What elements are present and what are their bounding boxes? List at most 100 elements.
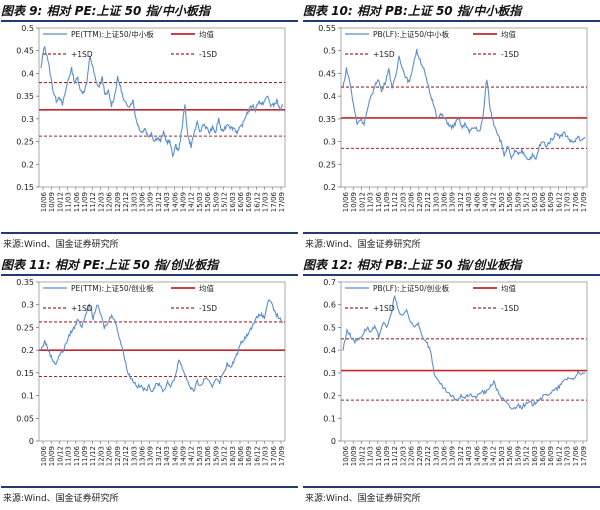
chart-title: 图表 11: 相对 PE:上证 50 指/创业板指 — [1, 256, 298, 276]
y-tick-label: 0.15 — [16, 183, 34, 192]
x-tick-label: 12/12 — [122, 446, 130, 466]
x-tick-label: 12/12 — [424, 192, 432, 212]
x-tick-label: 14/09 — [482, 446, 490, 466]
legend-label: -1SD — [199, 304, 217, 313]
chart-source: 来源:Wind、国金证券研究所 — [1, 232, 298, 254]
x-tick-label: 14/03 — [163, 192, 171, 212]
chart-svg: 0.15 0.2 0.25 0.3 0.35 0.4 0.45 0.5 10/06 10/09 10… — [16, 24, 286, 212]
chart-title: 图表 10: 相对 PB:上证 50 指/中小板指 — [303, 2, 600, 22]
x-tick-label: 17/03 — [564, 446, 572, 466]
legend-label: PE(TTM):上证50/创业板 — [71, 283, 154, 293]
x-tick-label: 13/12 — [155, 192, 163, 212]
x-tick-label: 13/03 — [130, 446, 138, 466]
x-tick-label: 12/09 — [114, 446, 122, 466]
x-tick-label: 12/12 — [424, 446, 432, 466]
x-tick-label: 15/09 — [514, 446, 522, 466]
x-tick-label: 15/06 — [506, 445, 514, 466]
x-tick-label: 16/06 — [539, 191, 547, 212]
x-tick-label: 13/12 — [457, 192, 465, 212]
series-line — [40, 45, 284, 158]
y-tick-label: 0.3 — [21, 301, 34, 310]
y-tick-label: 0.2 — [323, 183, 336, 192]
chart-panel-pb-sz50-gem: 图表 12: 相对 PB:上证 50 指/创业板指 0 0.1 0.2 0.3 0.4 0… — [303, 256, 600, 510]
legend-label: 均值 — [199, 283, 214, 293]
y-tick-label: 0.6 — [323, 301, 336, 310]
x-tick-label: 11/12 — [89, 446, 97, 466]
legend-label: -1SD — [501, 304, 519, 313]
x-tick-label: 16/09 — [245, 192, 253, 212]
x-tick-label: 13/06 — [138, 191, 146, 212]
x-tick-label: 11/03 — [65, 446, 73, 466]
x-tick-label: 11/09 — [81, 446, 89, 466]
x-tick-label: 12/09 — [416, 446, 424, 466]
x-tick-label: 16/06 — [237, 191, 245, 212]
y-tick-label: 0.1 — [21, 392, 34, 401]
y-tick-label: 0.25 — [16, 138, 34, 147]
x-tick-label: 17/06 — [270, 191, 278, 212]
x-tick-label: 16/03 — [531, 192, 539, 212]
x-tick-label: 16/06 — [237, 445, 245, 466]
x-tick-label: 14/09 — [180, 446, 188, 466]
x-tick-label: 14/12 — [188, 192, 196, 212]
x-tick-label: 10/06 — [342, 191, 350, 212]
x-tick-label: 13/03 — [432, 446, 440, 466]
x-tick-label: 11/03 — [65, 192, 73, 212]
legend-label: -1SD — [199, 50, 217, 59]
legend-label: -1SD — [501, 50, 519, 59]
legend: PE(TTM):上证50/创业板 均值 +1SD -1SD — [43, 283, 217, 313]
x-tick-label: 11/06 — [375, 445, 383, 466]
x-tick-label: 17/03 — [262, 192, 270, 212]
y-tick-label: 0.1 — [323, 414, 336, 423]
x-tick-label: 14/03 — [163, 446, 171, 466]
x-tick-label: 14/03 — [465, 446, 473, 466]
legend: PE(TTM):上证50/中小板 均值 +1SD -1SD — [43, 29, 217, 59]
x-tick-label: 11/06 — [73, 445, 81, 466]
x-tick-label: 13/06 — [440, 445, 448, 466]
y-tick-label: 0.2 — [21, 160, 34, 169]
y-tick-label: 0.2 — [21, 346, 34, 355]
y-tick-label: 0.25 — [16, 323, 34, 332]
x-tick-label: 17/06 — [270, 445, 278, 466]
x-tick-label: 10/12 — [56, 192, 64, 212]
x-tick-label: 12/06 — [408, 191, 416, 212]
plot-area — [340, 281, 588, 442]
x-tick-label: 15/12 — [221, 192, 229, 212]
x-tick-label: 12/03 — [399, 446, 407, 466]
x-tick-label: 13/12 — [457, 446, 465, 466]
x-tick-label: 16/09 — [547, 446, 555, 466]
y-tick-label: 0.05 — [16, 414, 34, 423]
x-tick-label: 11/12 — [391, 446, 399, 466]
plot-area — [340, 27, 588, 188]
y-tick-label: 0.3 — [323, 369, 336, 378]
y-tick-label: 0.55 — [318, 24, 336, 33]
x-tick-label: 14/12 — [490, 192, 498, 212]
x-tick-label: 17/09 — [580, 446, 588, 466]
x-tick-label: 17/09 — [580, 192, 588, 212]
legend-label: 均值 — [501, 29, 516, 39]
x-tick-label: 12/06 — [106, 191, 114, 212]
x-tick-label: 11/06 — [375, 191, 383, 212]
x-tick-label: 16/03 — [229, 446, 237, 466]
x-tick-label: 15/12 — [523, 192, 531, 212]
x-tick-label: 13/03 — [130, 192, 138, 212]
x-tick-label: 13/06 — [138, 445, 146, 466]
legend-label: 均值 — [501, 283, 516, 293]
x-tick-label: 11/09 — [81, 192, 89, 212]
x-tick-label: 11/12 — [89, 192, 97, 212]
x-tick-label: 17/09 — [278, 446, 286, 466]
y-tick-label: 0.35 — [16, 278, 34, 287]
x-tick-label: 13/09 — [147, 446, 155, 466]
y-tick-label: 0.3 — [21, 115, 34, 124]
y-tick-label: 0 — [331, 437, 336, 446]
x-tick-label: 13/12 — [155, 446, 163, 466]
chart-svg: 0.2 0.25 0.3 0.35 0.4 0.45 0.5 0.55 10/06 10/09 10… — [318, 24, 588, 212]
y-tick-label: 0.5 — [323, 47, 336, 56]
x-tick-label: 14/06 — [473, 191, 481, 212]
legend-label: PE(TTM):上证50/中小板 — [71, 29, 154, 39]
x-tick-label: 13/09 — [449, 192, 457, 212]
chart-title: 图表 12: 相对 PB:上证 50 指/创业板指 — [303, 256, 600, 276]
x-tick-label: 13/09 — [449, 446, 457, 466]
legend-label: +1SD — [373, 50, 395, 59]
x-tick-label: 14/09 — [180, 192, 188, 212]
x-tick-label: 14/06 — [171, 445, 179, 466]
